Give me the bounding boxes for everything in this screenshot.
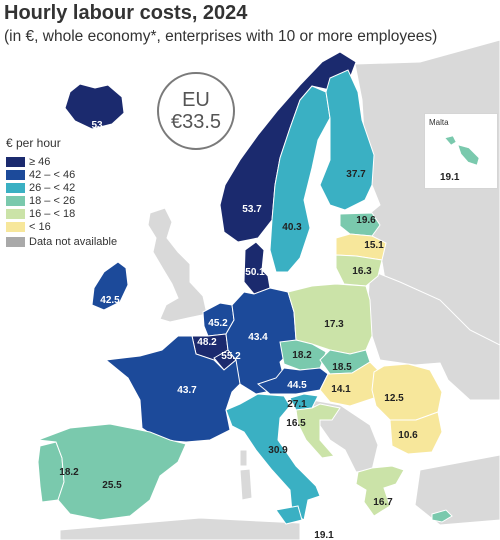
country-IT bbox=[225, 393, 321, 521]
value-label-BE: 48.2 bbox=[197, 337, 217, 348]
value-label-NL: 45.2 bbox=[208, 318, 228, 329]
legend-item: 18 – < 26 bbox=[6, 194, 117, 207]
legend-swatch bbox=[6, 221, 25, 232]
legend-label: < 16 bbox=[29, 220, 51, 233]
country-SI bbox=[289, 393, 319, 411]
value-label-LV: 15.1 bbox=[364, 240, 384, 251]
value-label-SI: 27.1 bbox=[287, 399, 307, 410]
value-label-NO: 53.7 bbox=[242, 204, 262, 215]
malta-shape bbox=[444, 135, 480, 166]
country-IS bbox=[64, 83, 125, 130]
value-label-ES: 25.5 bbox=[102, 480, 122, 491]
turkey-shape bbox=[414, 454, 500, 526]
legend-swatch bbox=[6, 237, 25, 247]
value-label-FR: 43.7 bbox=[177, 385, 197, 396]
value-label-IT: 30.9 bbox=[268, 445, 288, 456]
value-label-CZ: 18.2 bbox=[292, 350, 312, 361]
legend-swatch bbox=[6, 169, 25, 180]
legend-swatch bbox=[6, 195, 25, 206]
eu-average-badge: EU €33.5 bbox=[157, 72, 235, 150]
legend-item: ≥ 46 bbox=[6, 155, 117, 168]
legend-item: 42 – < 46 bbox=[6, 168, 117, 181]
background-land bbox=[59, 39, 500, 540]
value-label-SK: 18.5 bbox=[332, 362, 352, 373]
value-label-RO: 12.5 bbox=[384, 393, 404, 404]
country-HR bbox=[295, 403, 341, 459]
country-RO bbox=[371, 363, 443, 421]
value-label-CY: 19.1 bbox=[314, 530, 334, 540]
value-label-EE: 19.6 bbox=[356, 215, 376, 226]
legend-swatch bbox=[6, 156, 25, 167]
legend-label: 18 – < 26 bbox=[29, 194, 76, 207]
legend-label: 26 – < 42 bbox=[29, 181, 76, 194]
eu-code: EU bbox=[182, 88, 210, 111]
value-labels: 53 53.7 40.3 37.7 19.6 15.1 16.3 50.1 42… bbox=[59, 120, 418, 540]
malta-inset-map bbox=[444, 135, 480, 166]
ukraine-moldova-shape bbox=[367, 269, 500, 401]
legend-title: € per hour bbox=[6, 136, 61, 150]
value-label-PT: 18.2 bbox=[59, 467, 79, 478]
value-label-BG: 10.6 bbox=[398, 430, 418, 441]
value-label-DK: 50.1 bbox=[245, 267, 265, 278]
legend-item: 26 – < 42 bbox=[6, 181, 117, 194]
country-CY bbox=[431, 509, 453, 523]
malta-inset-title: Malta bbox=[429, 118, 449, 127]
value-label-IS: 53 bbox=[91, 120, 103, 131]
value-label-SE: 40.3 bbox=[282, 222, 302, 233]
page-subtitle: (in €, whole economy*, enterprises with … bbox=[4, 28, 438, 45]
malta-inset: Malta 19.1 bbox=[424, 113, 498, 189]
page-title: Hourly labour costs, 2024 bbox=[4, 2, 248, 24]
country-IE bbox=[91, 261, 129, 311]
country-ES bbox=[37, 423, 187, 521]
value-label-LT: 16.3 bbox=[352, 266, 372, 277]
countries bbox=[37, 51, 453, 525]
legend-label: ≥ 46 bbox=[29, 155, 51, 168]
value-label-HR: 16.5 bbox=[286, 418, 306, 429]
legend-classes: ≥ 46 42 – < 46 26 – < 42 18 – < 26 16 – … bbox=[6, 155, 117, 233]
country-LT bbox=[335, 254, 383, 287]
value-label-IE: 42.5 bbox=[100, 295, 120, 306]
legend-swatch bbox=[6, 208, 25, 219]
value-label-EL: 16.7 bbox=[373, 497, 393, 508]
value-label-AT: 44.5 bbox=[287, 380, 307, 391]
value-label-LU: 55.2 bbox=[221, 351, 241, 362]
eu-average-value: €33.5 bbox=[170, 110, 222, 133]
country-FI bbox=[319, 69, 375, 211]
country-SE bbox=[269, 85, 331, 273]
country-FR bbox=[104, 335, 241, 443]
sardinia-shape bbox=[239, 468, 253, 501]
legend-item: < 16 bbox=[6, 220, 117, 233]
north-africa-shape bbox=[59, 517, 301, 540]
legend-item: 16 – < 18 bbox=[6, 207, 117, 220]
legend-label: Data not available bbox=[29, 236, 118, 248]
value-label-DE: 43.4 bbox=[248, 332, 268, 343]
legend-swatch bbox=[6, 182, 25, 193]
country-DK bbox=[243, 241, 271, 295]
country-EL bbox=[355, 465, 405, 517]
map-legend: € per hour ≥ 46 42 – < 46 26 – < 42 18 –… bbox=[6, 136, 117, 248]
value-label-HU: 14.1 bbox=[331, 384, 351, 395]
malta-inset-value: 19.1 bbox=[440, 172, 460, 183]
legend-label: 16 – < 18 bbox=[29, 207, 76, 220]
value-label-PL: 17.3 bbox=[324, 319, 344, 330]
value-label-FI: 37.7 bbox=[346, 169, 366, 180]
country-BG bbox=[389, 411, 443, 455]
legend-label: 42 – < 46 bbox=[29, 168, 76, 181]
corsica-shape bbox=[239, 449, 248, 467]
uk-shape bbox=[147, 207, 208, 323]
country-AT bbox=[256, 367, 329, 395]
legend-item-not-available: Data not available bbox=[6, 236, 117, 248]
country-IT-sicily bbox=[275, 505, 303, 525]
